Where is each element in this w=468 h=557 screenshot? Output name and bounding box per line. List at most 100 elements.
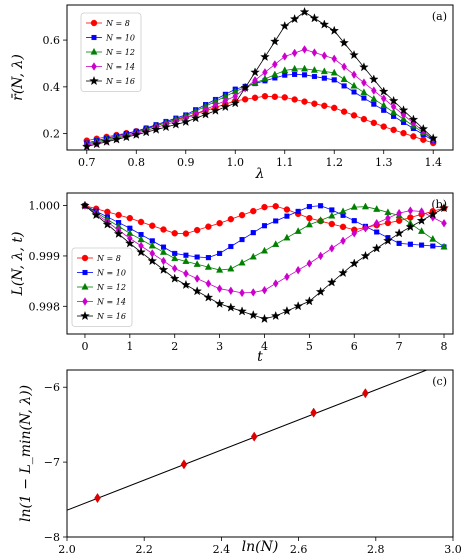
- x-tick-label: 0.7: [78, 156, 96, 169]
- data-point: [261, 74, 269, 82]
- data-point: [340, 108, 348, 115]
- data-point: [420, 136, 427, 143]
- data-point: [214, 298, 225, 308]
- data-point: [260, 51, 270, 62]
- data-point: [331, 104, 338, 112]
- data-point: [321, 51, 328, 60]
- data-point: [283, 206, 291, 213]
- y-tick-label: −6: [44, 381, 60, 394]
- fit-line: [66, 369, 427, 511]
- data-point: [91, 209, 101, 220]
- legend-marker: [89, 75, 99, 86]
- legend-item: N = 10: [77, 269, 126, 278]
- data-point: [301, 98, 308, 105]
- data-point: [181, 279, 191, 289]
- y-tick-label: 0.6: [43, 34, 61, 47]
- data-point: [216, 220, 223, 227]
- data-point: [80, 200, 90, 210]
- data-point: [351, 89, 357, 95]
- data-point: [284, 213, 290, 219]
- data-point: [289, 13, 300, 24]
- data-point: [361, 78, 367, 87]
- legend-marker: [90, 19, 98, 27]
- x-tick-label: 3: [216, 340, 223, 353]
- data-point: [121, 132, 132, 142]
- legend-item: N = 16: [86, 75, 135, 86]
- data-point: [272, 240, 280, 247]
- legend-box: [71, 247, 133, 327]
- y-tick-label: 0.2: [43, 128, 61, 141]
- data-point: [216, 265, 224, 273]
- data-point: [101, 136, 112, 146]
- legend-marker: [82, 297, 88, 306]
- data-point: [171, 119, 181, 129]
- legend-marker: [91, 62, 97, 71]
- data-point: [374, 229, 380, 235]
- legend-marker: [91, 34, 97, 41]
- data-point: [328, 220, 336, 228]
- x-tick-label: 6: [351, 340, 358, 353]
- data-point: [228, 286, 234, 296]
- data-point: [339, 207, 347, 215]
- data-point: [321, 75, 327, 81]
- legend-marker: [80, 310, 90, 321]
- data-point: [339, 37, 349, 47]
- data-point: [360, 88, 368, 96]
- legend: N = 8 N = 10 N = 12 N = 14 N = 16: [80, 12, 142, 92]
- data-point: [180, 116, 191, 127]
- data-point: [102, 219, 113, 229]
- data-point: [125, 238, 135, 248]
- y-tick-label: −8: [44, 531, 60, 544]
- data-point: [205, 255, 211, 261]
- data-point: [327, 277, 337, 287]
- data-point: [193, 260, 201, 267]
- data-point: [430, 243, 436, 249]
- x-tick-label: 0: [81, 340, 88, 353]
- data-point: [161, 122, 171, 132]
- data-point: [370, 94, 378, 102]
- data-point: [183, 269, 189, 278]
- data-point: [350, 112, 358, 119]
- data-point: [361, 202, 370, 210]
- data-point: [210, 105, 221, 115]
- data-point: [261, 93, 269, 100]
- x-tick-label: 1.3: [375, 156, 393, 169]
- data-point: [351, 218, 357, 224]
- legend-label: N = 14: [105, 63, 135, 72]
- data-point: [419, 242, 425, 248]
- data-point: [113, 228, 124, 239]
- data-point: [104, 208, 111, 216]
- data-point: [341, 62, 347, 72]
- data-point: [272, 203, 279, 210]
- data-point: [321, 102, 328, 109]
- data-point: [136, 247, 146, 257]
- data-point: [418, 207, 425, 216]
- data-point: [359, 62, 369, 72]
- data-point: [301, 64, 309, 72]
- series-line: [86, 95, 434, 144]
- x-axis-label: λ: [255, 166, 265, 182]
- data-point: [292, 71, 298, 77]
- data-point: [311, 73, 317, 80]
- legend-marker: [90, 47, 98, 55]
- data-point: [440, 242, 448, 250]
- y-tick-label: 0.999: [29, 250, 61, 263]
- data-point: [371, 243, 382, 253]
- x-tick-label: 2.0: [58, 543, 76, 556]
- data-point: [301, 72, 308, 78]
- data-point: [291, 64, 299, 72]
- panel-label: (a): [432, 10, 447, 23]
- data-point: [381, 107, 387, 113]
- data-point: [271, 70, 279, 78]
- data-point: [291, 48, 298, 58]
- data-point: [180, 459, 188, 470]
- data-point: [227, 215, 235, 223]
- data-point: [282, 72, 288, 78]
- data-point: [373, 205, 381, 212]
- data-point: [410, 133, 417, 140]
- data-point: [310, 407, 317, 418]
- data-point: [251, 94, 259, 101]
- data-point: [160, 226, 167, 233]
- legend-item: N = 14: [86, 62, 135, 72]
- data-point: [260, 246, 269, 254]
